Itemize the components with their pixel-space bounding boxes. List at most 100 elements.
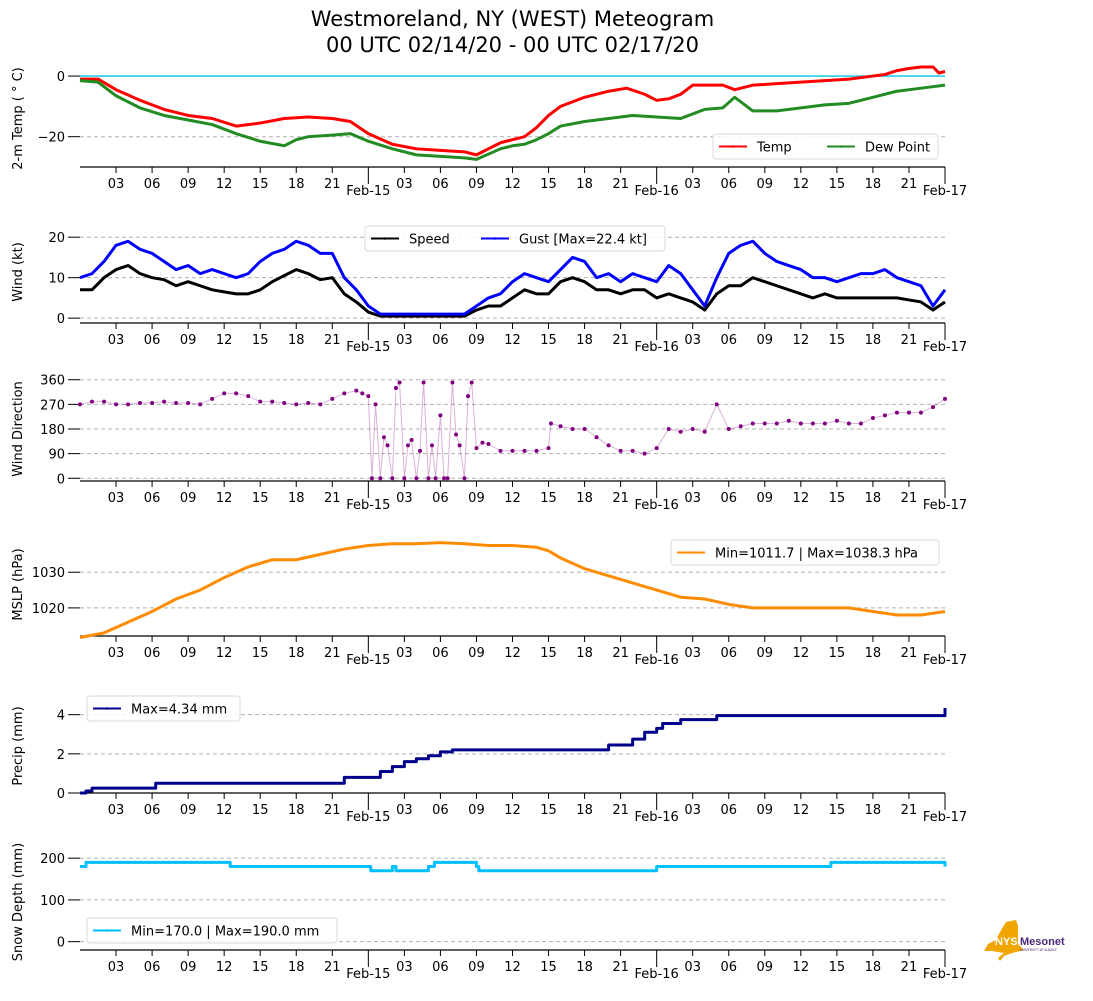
- x-tick-label: 09: [468, 646, 485, 661]
- legend-label: Temp: [756, 141, 792, 156]
- legend-marker: [689, 551, 693, 554]
- x-tick-label: 06: [432, 646, 449, 661]
- x-tick-label: 03: [396, 646, 413, 661]
- x-tick-label: 21: [901, 646, 918, 661]
- x-tick-label: 12: [793, 491, 810, 506]
- x-tick-label: 03: [684, 177, 701, 192]
- data-point: [393, 385, 398, 390]
- x-tick-label: 21: [324, 803, 341, 818]
- x-tick-label: 12: [504, 491, 521, 506]
- data-point: [426, 476, 431, 481]
- x-tick-label: 15: [540, 646, 557, 661]
- data-point: [174, 401, 179, 405]
- logo-sub-text: UNIVERSITY AT ALBANY: [1020, 948, 1058, 952]
- x-tick-label: 06: [144, 177, 161, 192]
- x-tick-label: 06: [144, 333, 161, 348]
- x-tick-label: 18: [576, 333, 593, 348]
- legend-precip: Max=4.34 mm: [86, 695, 241, 722]
- x-tick-label: 15: [540, 491, 557, 506]
- y-tick-label: 270: [40, 398, 65, 413]
- series-line-temp-1: [79, 79, 946, 161]
- x-tick-label: 21: [612, 960, 629, 975]
- x-tick-label: 21: [901, 803, 918, 818]
- x-tick-label: Feb-16: [635, 810, 679, 825]
- data-point: [714, 402, 719, 407]
- data-point: [606, 443, 611, 448]
- data-point: [558, 424, 563, 429]
- legend-temp: Temp Dew Point: [712, 133, 939, 160]
- x-tick-label: 12: [793, 960, 810, 975]
- x-tick-label: 18: [576, 491, 593, 506]
- x-tick-label: Feb-15: [346, 184, 390, 199]
- y-tick-label: 200: [40, 852, 65, 867]
- data-point: [162, 399, 167, 404]
- data-point: [450, 380, 455, 385]
- x-tick-label: 21: [901, 177, 918, 192]
- data-point: [373, 402, 378, 407]
- data-point: [402, 476, 407, 481]
- data-point: [548, 421, 553, 426]
- x-tick-label: 03: [108, 803, 125, 818]
- data-point: [114, 402, 119, 407]
- x-tick-label: 03: [684, 803, 701, 818]
- data-point: [469, 380, 474, 385]
- logo-brand-text: Mesonet: [1020, 936, 1065, 948]
- x-tick-label: 18: [865, 177, 882, 192]
- x-tick-label: Feb-17: [923, 184, 967, 199]
- data-point: [474, 446, 479, 451]
- x-tick-label: 15: [829, 803, 846, 818]
- x-tick-label: 15: [829, 333, 846, 348]
- x-tick-label: 06: [720, 333, 737, 348]
- data-point: [702, 429, 707, 434]
- data-point: [454, 432, 459, 437]
- data-point: [918, 410, 923, 415]
- x-tick-label: 18: [576, 177, 593, 192]
- x-tick-label: 12: [216, 177, 233, 192]
- x-tick-label: 06: [720, 960, 737, 975]
- y-axis-label: 2-m Temp ( ° C): [11, 67, 26, 170]
- x-tick-label: 06: [720, 177, 737, 192]
- y-tick-label: 10: [48, 272, 65, 287]
- data-point: [486, 442, 491, 447]
- x-tick-label: 09: [180, 803, 197, 818]
- x-tick-label: 03: [396, 491, 413, 506]
- data-point: [385, 443, 390, 448]
- x-tick-label: 03: [396, 177, 413, 192]
- legend-marker: [493, 237, 497, 240]
- x-tick-label: 09: [757, 646, 774, 661]
- data-point: [546, 446, 551, 451]
- data-point: [870, 416, 875, 421]
- x-tick-label: Feb-17: [923, 498, 967, 513]
- data-point: [690, 427, 695, 431]
- x-tick-label: Feb-15: [346, 967, 390, 982]
- data-point: [270, 399, 275, 404]
- x-tick-label: 09: [180, 960, 197, 975]
- x-tick-label: 03: [108, 177, 125, 192]
- data-point: [906, 410, 911, 415]
- x-tick-label: 09: [180, 333, 197, 348]
- x-tick-label: 09: [757, 333, 774, 348]
- data-point: [397, 380, 402, 385]
- x-tick-label: 18: [865, 333, 882, 348]
- x-tick-label: 15: [829, 646, 846, 661]
- legend-label: Gust [Max=22.4 kt]: [519, 233, 647, 248]
- panel-direction: 360 270 180 90 0 Wind Direction 03 06 09 12 15 18 21…: [11, 374, 967, 513]
- data-point: [138, 401, 143, 405]
- x-tick-label: Feb-16: [635, 340, 679, 355]
- x-tick-label: 18: [288, 646, 305, 661]
- data-point: [630, 448, 635, 453]
- series-line-mslp-0: [79, 541, 946, 639]
- y-tick-label: 20: [48, 231, 65, 246]
- data-point: [726, 427, 731, 431]
- x-tick-label: Feb-16: [635, 967, 679, 982]
- data-point: [738, 424, 743, 429]
- x-tick-label: Feb-15: [346, 498, 390, 513]
- series-line-wind-0: [80, 264, 946, 318]
- x-tick-label: 09: [468, 960, 485, 975]
- x-tick-label: 09: [757, 177, 774, 192]
- x-tick-label: 15: [540, 960, 557, 975]
- x-tick-label: 03: [396, 803, 413, 818]
- y-tick-label: 0: [57, 312, 65, 327]
- data-point: [433, 476, 438, 481]
